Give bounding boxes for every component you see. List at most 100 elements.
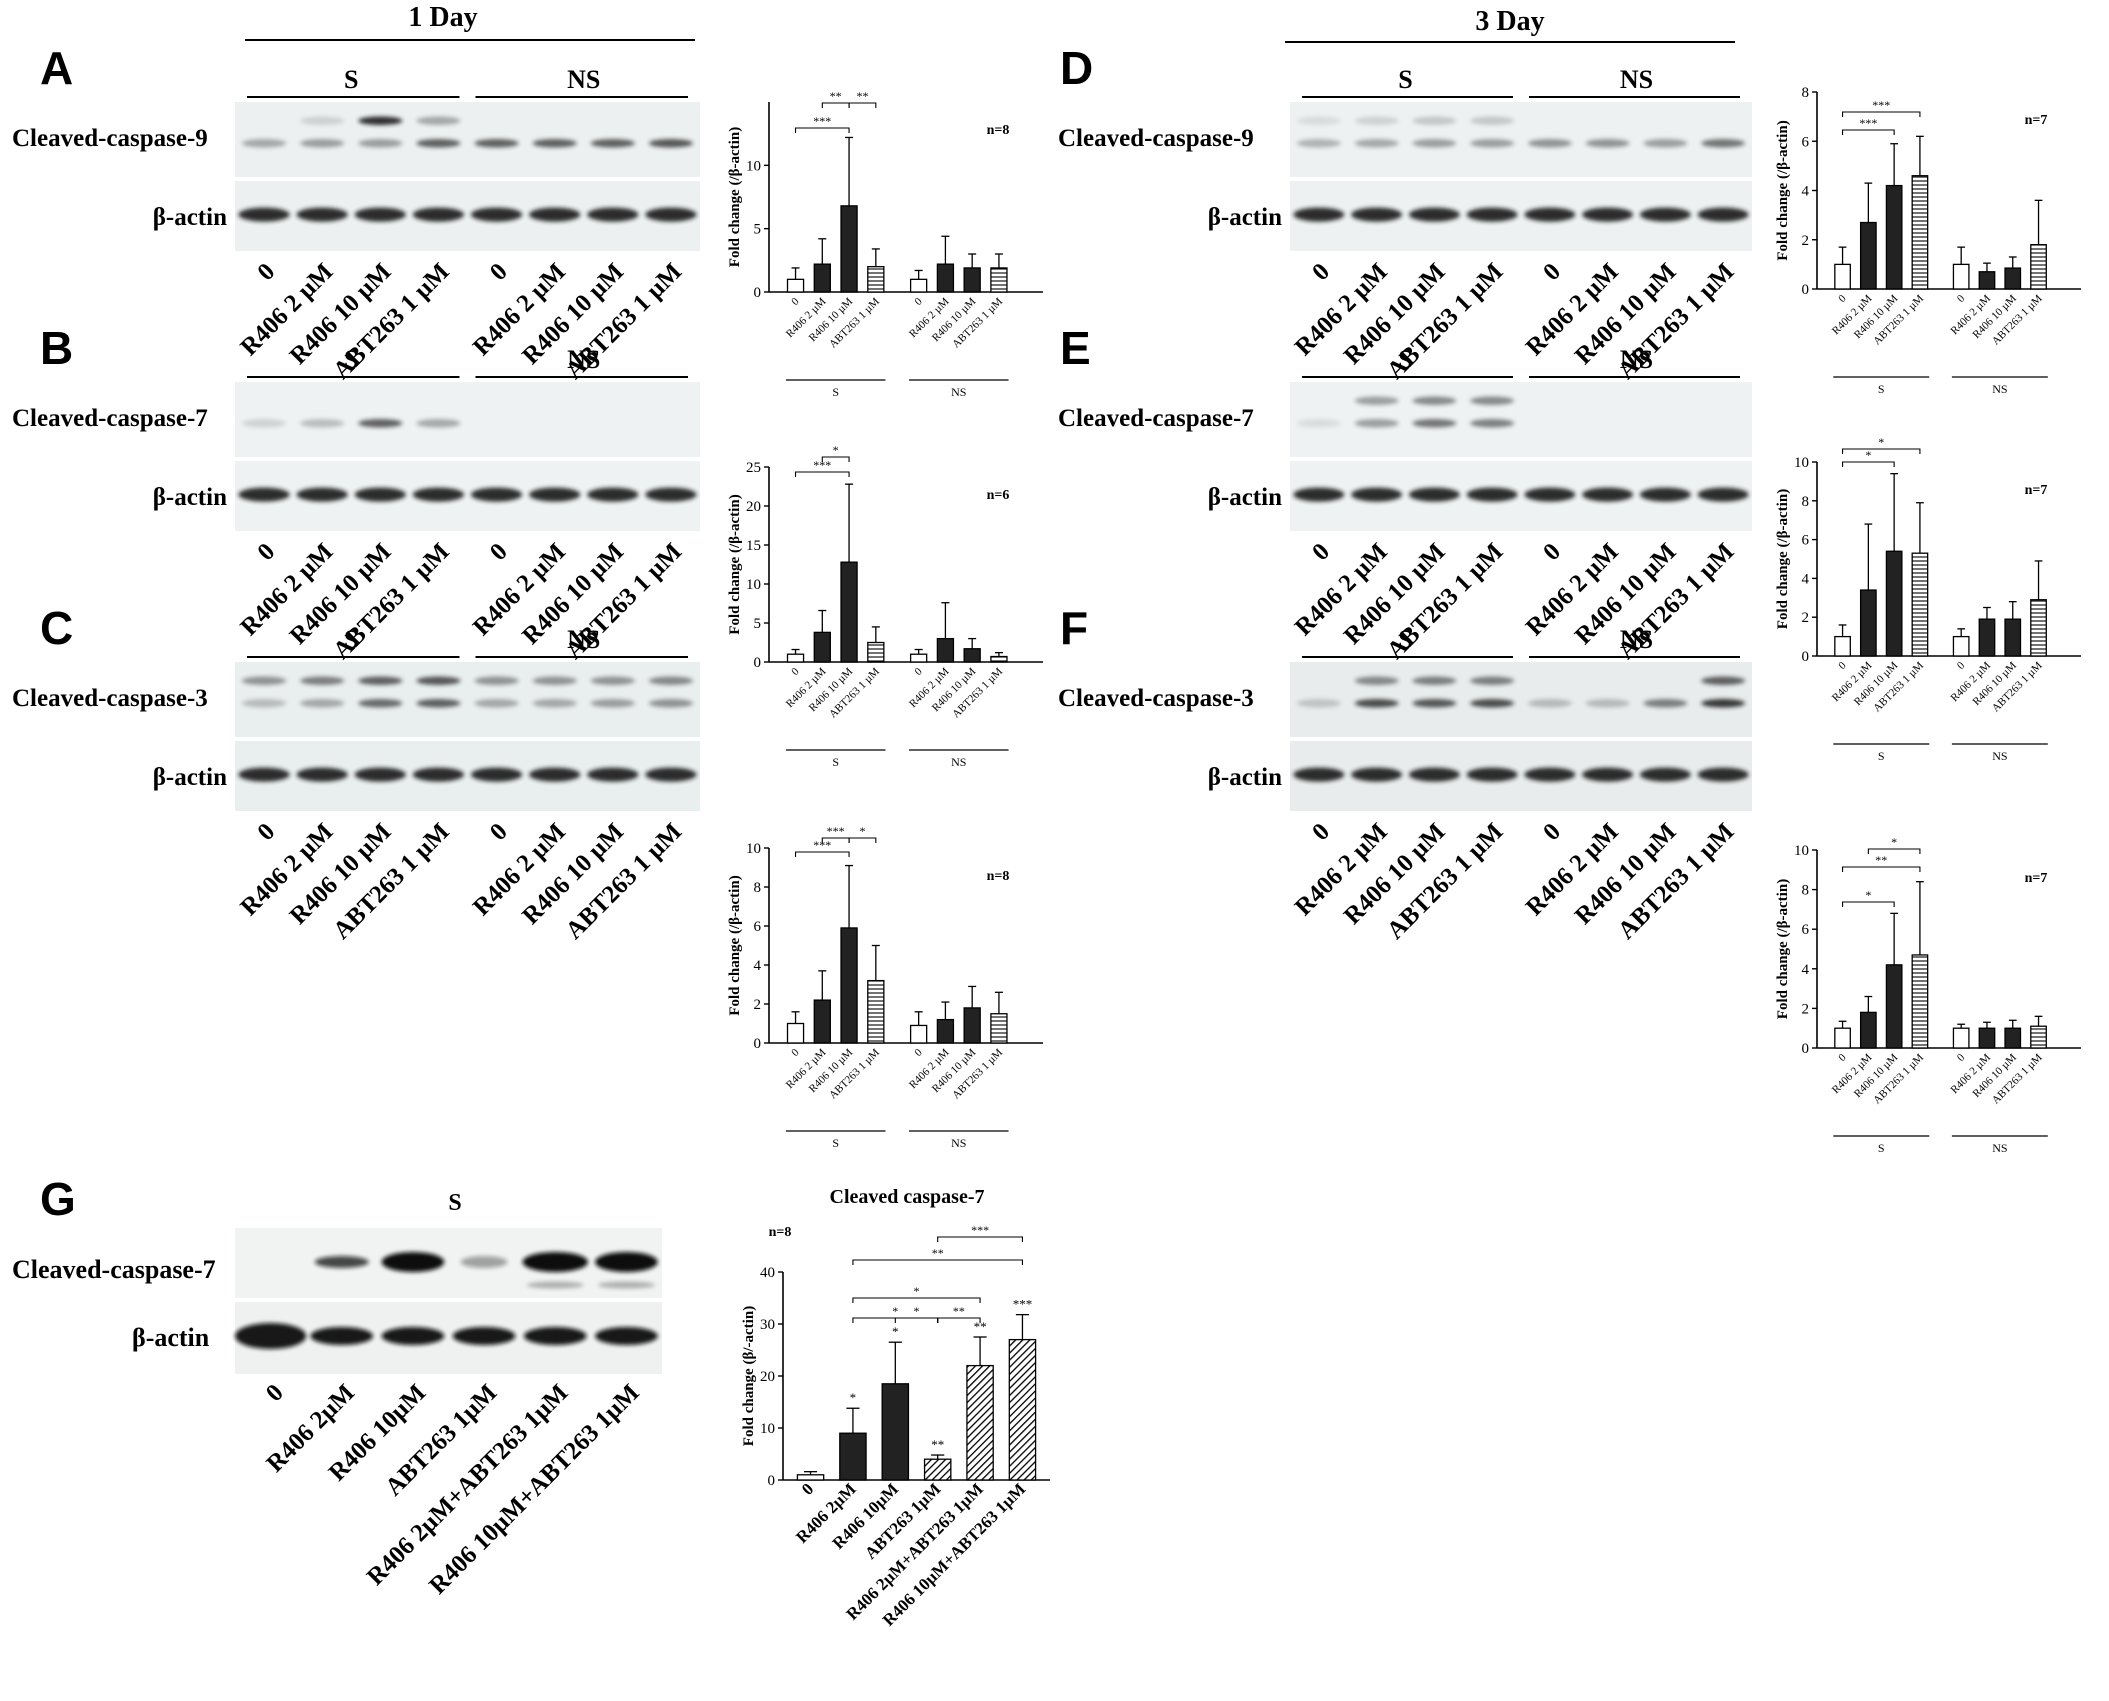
bar (936, 263, 955, 293)
y-axis-label: Fold change (/β-actin) (1775, 489, 1791, 629)
panel-letter-g: G (40, 1173, 76, 1225)
y-tick-label: 0 (754, 285, 762, 301)
blot-band (590, 139, 635, 148)
significance-bracket (848, 837, 877, 843)
y-tick-label: 10 (746, 158, 761, 174)
y-tick-label: 0 (1802, 282, 1810, 298)
y-tick-label: 4 (1802, 184, 1810, 200)
panel-g-group-label: S (448, 1190, 461, 1216)
significance-bracket (937, 1317, 981, 1323)
y-tick-label: 6 (1802, 134, 1810, 150)
blot-band (1412, 419, 1457, 428)
group-bracket-label: NS (1992, 749, 2007, 763)
group-label-ns: NS (567, 625, 600, 654)
y-tick-label: 4 (1802, 571, 1810, 587)
blot-band (522, 1252, 588, 1272)
bar (867, 266, 885, 293)
y-tick-label: 2 (1802, 233, 1810, 249)
bar (963, 648, 981, 663)
blot-band (1354, 699, 1399, 708)
bar (963, 1007, 981, 1044)
blot-band (358, 699, 403, 708)
actin-label: β-actin (1208, 764, 1282, 791)
blot-band (1470, 676, 1515, 685)
y-tick-label: 15 (746, 538, 761, 554)
x-tick-label: 0 (912, 1046, 925, 1059)
blot-band (1470, 116, 1515, 125)
blot-band (1470, 139, 1515, 148)
actin-label: β-actin (153, 484, 227, 511)
significance-bracket (1842, 901, 1895, 907)
bar (1978, 1027, 1996, 1049)
blot-band (416, 699, 461, 708)
blot-band (358, 676, 403, 685)
y-tick-label: 10 (760, 1421, 775, 1437)
blot-band (590, 676, 635, 685)
group-bracket-label: NS (1992, 1141, 2007, 1155)
panel-letter-c: C (40, 602, 73, 654)
lane-label: 0 (252, 818, 280, 846)
actin-band (1582, 767, 1634, 782)
group-label-s: S (1398, 65, 1412, 94)
actin-band (1466, 207, 1518, 222)
blot-band (241, 419, 287, 428)
y-tick-label: 10 (746, 577, 761, 593)
blot-band (648, 139, 694, 148)
y-tick-label: 0 (754, 1036, 762, 1052)
panel-letter-d: D (1060, 42, 1093, 94)
group-bracket-label: NS (951, 1136, 966, 1150)
blot-band (1643, 139, 1688, 148)
y-tick-label: 8 (1802, 494, 1810, 510)
x-tick-label: 0 (789, 1046, 802, 1059)
group-bracket-label: S (832, 755, 839, 769)
significance-label: *** (813, 458, 831, 472)
y-tick-label: 0 (1802, 1041, 1810, 1057)
significance-label: ** (830, 89, 842, 103)
blot-band (300, 676, 345, 685)
significance-label: *** (827, 824, 845, 838)
blot-band (1296, 139, 1341, 148)
blot-band (1470, 396, 1515, 405)
significance-bracket (1842, 111, 1921, 117)
group-label-s: S (344, 345, 358, 374)
blot-band (1643, 699, 1688, 708)
significance-label: ** (1875, 853, 1887, 867)
y-tick-label: 5 (754, 222, 762, 238)
x-tick-label: 0 (1836, 659, 1849, 672)
panel-letter-e: E (1060, 322, 1091, 374)
significance-label: * (1891, 835, 1897, 849)
group-bracket-label: NS (951, 755, 966, 769)
significance-label: * (914, 1284, 920, 1298)
panel-g-actin-label: β-actin (132, 1323, 210, 1352)
actin-band (1408, 767, 1460, 782)
significance-label: * (859, 824, 865, 838)
title-1-day: 1 Day (408, 2, 477, 33)
actin-band (587, 207, 639, 222)
significance-label: *** (813, 114, 831, 128)
panel-g-n-label: n=8 (769, 1225, 792, 1240)
bar (1978, 271, 1996, 290)
actin-band (645, 487, 697, 502)
lane-label: 0 (485, 258, 513, 286)
significance-label: * (833, 443, 839, 457)
x-tick-label: 0 (1955, 659, 1968, 672)
blot-target-strip (1290, 662, 1752, 737)
bar (1885, 964, 1903, 1049)
significance-bracket (937, 1236, 1023, 1242)
blot-band (460, 1256, 508, 1268)
panel-letter-b: B (40, 322, 73, 374)
y-tick-label: 2 (1802, 1001, 1810, 1017)
significance-label: ** (932, 1246, 944, 1260)
group-bracket-label: NS (1992, 382, 2007, 396)
lane-label: 0 (485, 818, 513, 846)
bar (796, 1474, 825, 1481)
actin-label: β-actin (1208, 484, 1282, 511)
significance-bracket (1842, 129, 1895, 135)
bar-significance-mark: * (850, 1390, 857, 1405)
actin-band (238, 487, 290, 502)
